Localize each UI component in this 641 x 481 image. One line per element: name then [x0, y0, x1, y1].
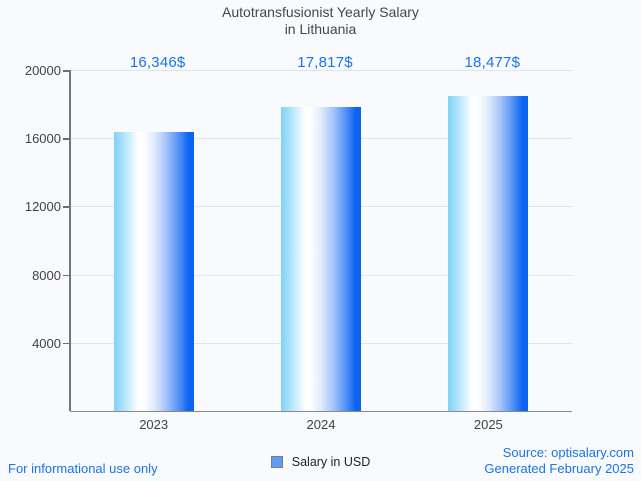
y-axis-tick [63, 138, 70, 140]
y-axis-tick [63, 70, 70, 72]
x-axis-line [70, 410, 572, 412]
disclaimer-text: For informational use only [8, 461, 158, 476]
gridline [70, 70, 572, 71]
chart-title: Autotransfusionist Yearly Salary in Lith… [0, 4, 641, 38]
generated-date: Generated February 2025 [484, 460, 634, 476]
bar-value-label: 16,346$ [129, 54, 186, 71]
bar-2023[interactable] [113, 132, 194, 411]
y-axis-label: 20000 [24, 63, 61, 78]
y-axis-tick [63, 274, 70, 277]
bar-value-label: 18,477$ [464, 54, 521, 71]
bar-2025[interactable] [448, 95, 529, 411]
source-block: Source: optisalary.com Generated Februar… [484, 445, 634, 476]
legend-swatch-icon [270, 456, 283, 468]
y-axis-tick [63, 206, 70, 208]
y-axis-label: 12000 [24, 199, 61, 215]
x-axis-label: 2023 [139, 417, 169, 432]
chart-title-line2: in Lithuania [284, 21, 357, 37]
y-axis-line [69, 70, 71, 411]
bar-2024[interactable] [281, 107, 361, 411]
legend: Salary in USD [0, 455, 641, 469]
x-axis-label: 2024 [306, 417, 336, 432]
bar-value-label: 17,817$ [297, 54, 353, 71]
x-axis-label: 2025 [473, 417, 503, 432]
y-axis-label: 16000 [24, 131, 61, 147]
chart-title-line1: Autotransfusionist Yearly Salary [222, 4, 419, 20]
y-axis-label: 4000 [32, 335, 61, 351]
source-link[interactable]: Source: optisalary.com [502, 445, 634, 460]
legend-label: Salary in USD [291, 455, 371, 469]
y-axis-tick [63, 342, 70, 345]
y-axis-label: 8000 [32, 267, 61, 283]
